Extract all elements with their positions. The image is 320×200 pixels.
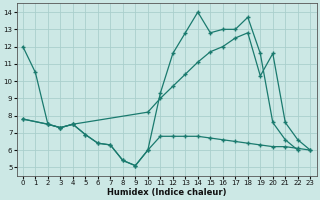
- X-axis label: Humidex (Indice chaleur): Humidex (Indice chaleur): [107, 188, 226, 197]
